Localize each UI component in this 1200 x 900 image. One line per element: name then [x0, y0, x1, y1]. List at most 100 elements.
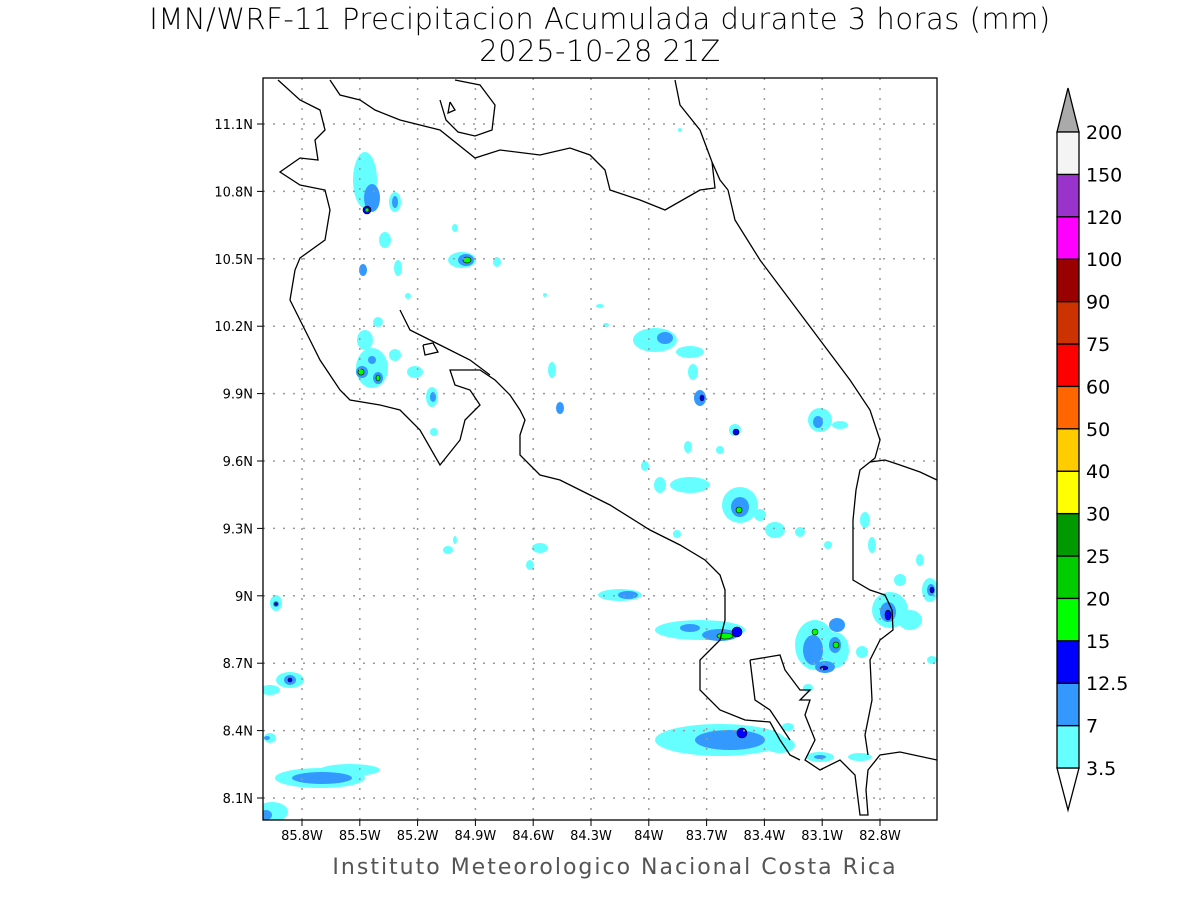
lon-tick-label: 84.9W	[454, 829, 496, 844]
lon-tick-label: 83.1W	[801, 829, 843, 844]
precip-cell	[860, 512, 870, 528]
coastline-segment	[727, 189, 894, 756]
precip-cell	[813, 416, 823, 428]
legend-over-arrow	[1056, 87, 1080, 133]
precip-cell	[357, 330, 373, 350]
lon-tick-label: 84.3W	[570, 829, 612, 844]
precip-cell	[462, 256, 472, 264]
lat-tick-label: 9N	[235, 590, 253, 605]
legend-swatch	[1056, 428, 1080, 472]
legend-label: 15	[1086, 631, 1110, 653]
precip-cell	[654, 477, 666, 493]
legend-label: 75	[1086, 334, 1110, 356]
coastline-segment	[869, 459, 937, 481]
precip-cell	[452, 224, 458, 232]
map-subtitle: 2025-10-28 21Z	[479, 34, 721, 68]
coastline-segment	[674, 79, 713, 163]
legend-swatch	[1056, 682, 1080, 727]
precip-cell	[765, 522, 785, 538]
precip-cell	[829, 618, 845, 632]
legend-label: 7	[1086, 716, 1098, 738]
lon-tick-label: 83.7W	[686, 829, 728, 844]
color-legend: 3.5 7 12.5 15 20 25 30 40 50 60 75 90 100 120 150 200	[1056, 87, 1128, 813]
precip-cell	[263, 810, 272, 820]
precip-cell	[389, 349, 401, 361]
lat-tick-label: 9.9N	[223, 388, 253, 403]
precip-cell	[543, 293, 547, 297]
precip-cell	[832, 641, 840, 649]
precip-cell	[736, 727, 748, 739]
precip-cell	[868, 537, 876, 553]
precip-cell	[688, 364, 698, 380]
lon-tick-label: 85.2W	[397, 829, 439, 844]
coastline-segment	[422, 342, 439, 356]
grid-lines	[263, 78, 937, 820]
map-frame	[262, 77, 938, 821]
precip-cell	[287, 677, 293, 683]
legend-swatch	[1056, 131, 1080, 176]
legend-swatch	[1056, 258, 1080, 303]
legend-swatch	[1056, 470, 1080, 515]
precip-cell	[596, 304, 604, 308]
precip-cell	[731, 626, 743, 638]
lat-tick-label: 10.8N	[214, 185, 253, 200]
legend-swatch	[1056, 555, 1080, 600]
legend-label: 60	[1086, 376, 1110, 398]
legend-swatch	[1056, 597, 1080, 642]
legend-label: 120	[1086, 207, 1122, 229]
precip-cell	[263, 802, 288, 820]
precip-cell	[916, 554, 924, 566]
precip-cell	[407, 366, 423, 378]
precip-cell	[684, 441, 692, 453]
precip-cell	[443, 546, 453, 554]
footer-credit: Instituto Meteorologico Nacional Costa R…	[332, 855, 898, 880]
legend-swatch	[1056, 173, 1080, 218]
legend-label: 50	[1086, 419, 1110, 441]
precip-cell	[695, 730, 765, 750]
precip-cell	[379, 232, 391, 248]
legend-label: 25	[1086, 546, 1110, 568]
coastline-segment	[749, 659, 791, 741]
precip-cell	[898, 610, 922, 630]
precip-cell	[532, 543, 548, 553]
legend-swatch	[1056, 343, 1080, 388]
precip-cell	[364, 184, 380, 212]
lon-tick-label: 83.4W	[743, 829, 785, 844]
lat-tick-label: 9.6N	[223, 455, 253, 470]
precip-cell	[375, 374, 381, 382]
precip-cell	[699, 394, 705, 402]
precip-cell	[894, 574, 906, 586]
precip-cell	[548, 362, 556, 378]
precipitation-field	[263, 128, 937, 820]
legend-label: 150	[1086, 164, 1122, 186]
precip-cell	[803, 684, 813, 692]
precip-cell	[884, 609, 892, 621]
precip-cell	[430, 392, 436, 402]
precip-cell	[848, 753, 872, 761]
precip-cell	[364, 207, 370, 213]
legend-swatch	[1056, 640, 1080, 684]
precip-cell	[392, 196, 398, 208]
precip-cell	[754, 509, 766, 521]
precip-cell	[832, 421, 848, 429]
legend-label: 90	[1086, 292, 1110, 314]
precip-cell	[716, 632, 734, 640]
precip-cell	[676, 346, 704, 358]
lat-tick-label: 8.7N	[223, 657, 253, 672]
precip-cell	[264, 736, 270, 740]
legend-swatch	[1056, 300, 1080, 345]
lon-tick-label: 82.8W	[859, 829, 901, 844]
precip-cell	[618, 591, 638, 599]
precip-cell	[716, 446, 724, 454]
legend-label: 100	[1086, 249, 1122, 271]
coastline-segment	[749, 654, 937, 816]
precip-cell	[394, 260, 402, 276]
precip-cell	[814, 755, 826, 759]
coastline-segment	[399, 309, 491, 376]
legend-label: 12.5	[1086, 673, 1128, 695]
precip-cell	[782, 723, 794, 731]
legend-label: 3.5	[1086, 758, 1116, 780]
legend-swatch	[1056, 216, 1080, 260]
precip-cell	[670, 477, 710, 493]
